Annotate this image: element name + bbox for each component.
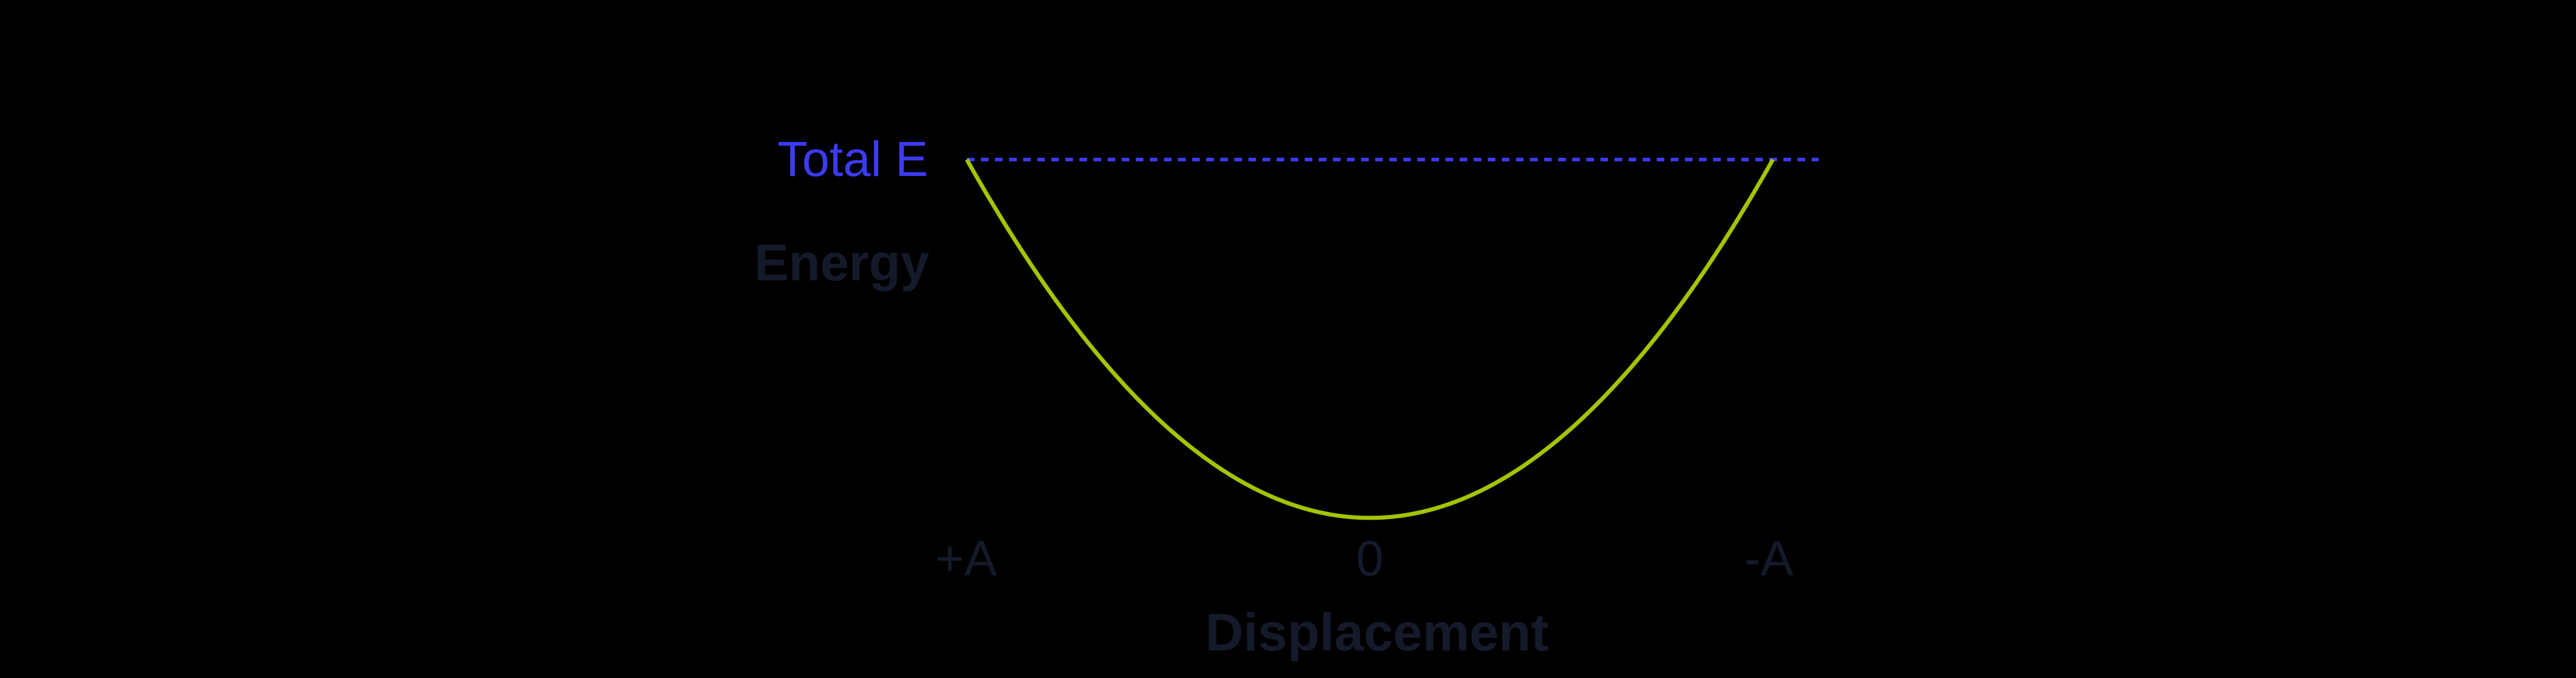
y-axis-label: Energy [754, 233, 929, 291]
x-tick-zero: 0 [1356, 531, 1384, 586]
x-tick-minus-a: -A [1744, 531, 1793, 586]
x-tick-plus-a: +A [935, 531, 997, 586]
potential-energy-curve [964, 158, 1775, 520]
x-axis-label: Displacement [1205, 604, 1549, 662]
total-energy-label: Total E [777, 131, 928, 187]
